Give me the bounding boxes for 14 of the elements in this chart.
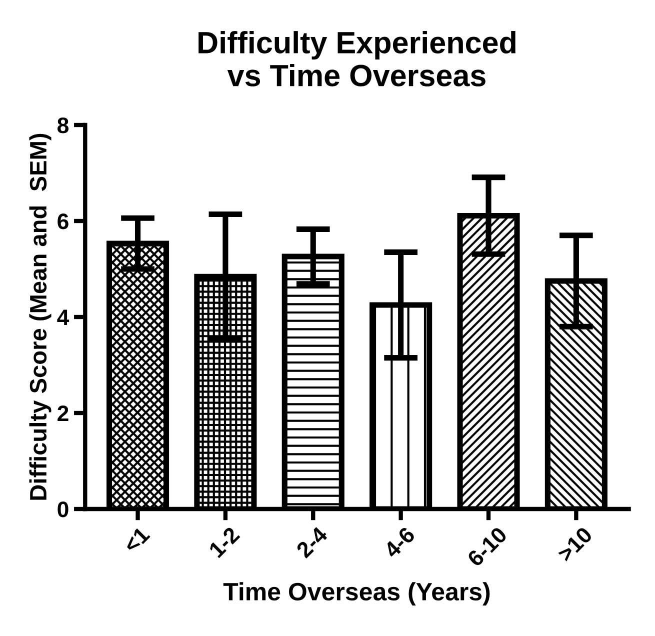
y-tick-label: 0 (58, 502, 68, 518)
x-axis-title: Time Overseas (Years) (223, 582, 490, 606)
y-axis-title: Difficulty Score (Mean and SEM) (29, 134, 52, 500)
x-tick-label: >10 (556, 526, 594, 563)
chart-title: Difficulty Experienced vs Time Overseas (198, 31, 516, 86)
x-tick-label: 6-10 (466, 526, 508, 568)
x-tick-label: 4-6 (382, 526, 416, 559)
x-tick-label: 1-2 (208, 526, 240, 558)
y-tick-label: 2 (58, 406, 68, 422)
y-tick-label: 8 (58, 118, 68, 134)
y-tick-label: 6 (58, 214, 68, 230)
y-tick-label: 4 (57, 310, 70, 326)
x-tick-label: <1 (122, 526, 150, 554)
x-tick-label: 2-4 (295, 525, 328, 559)
